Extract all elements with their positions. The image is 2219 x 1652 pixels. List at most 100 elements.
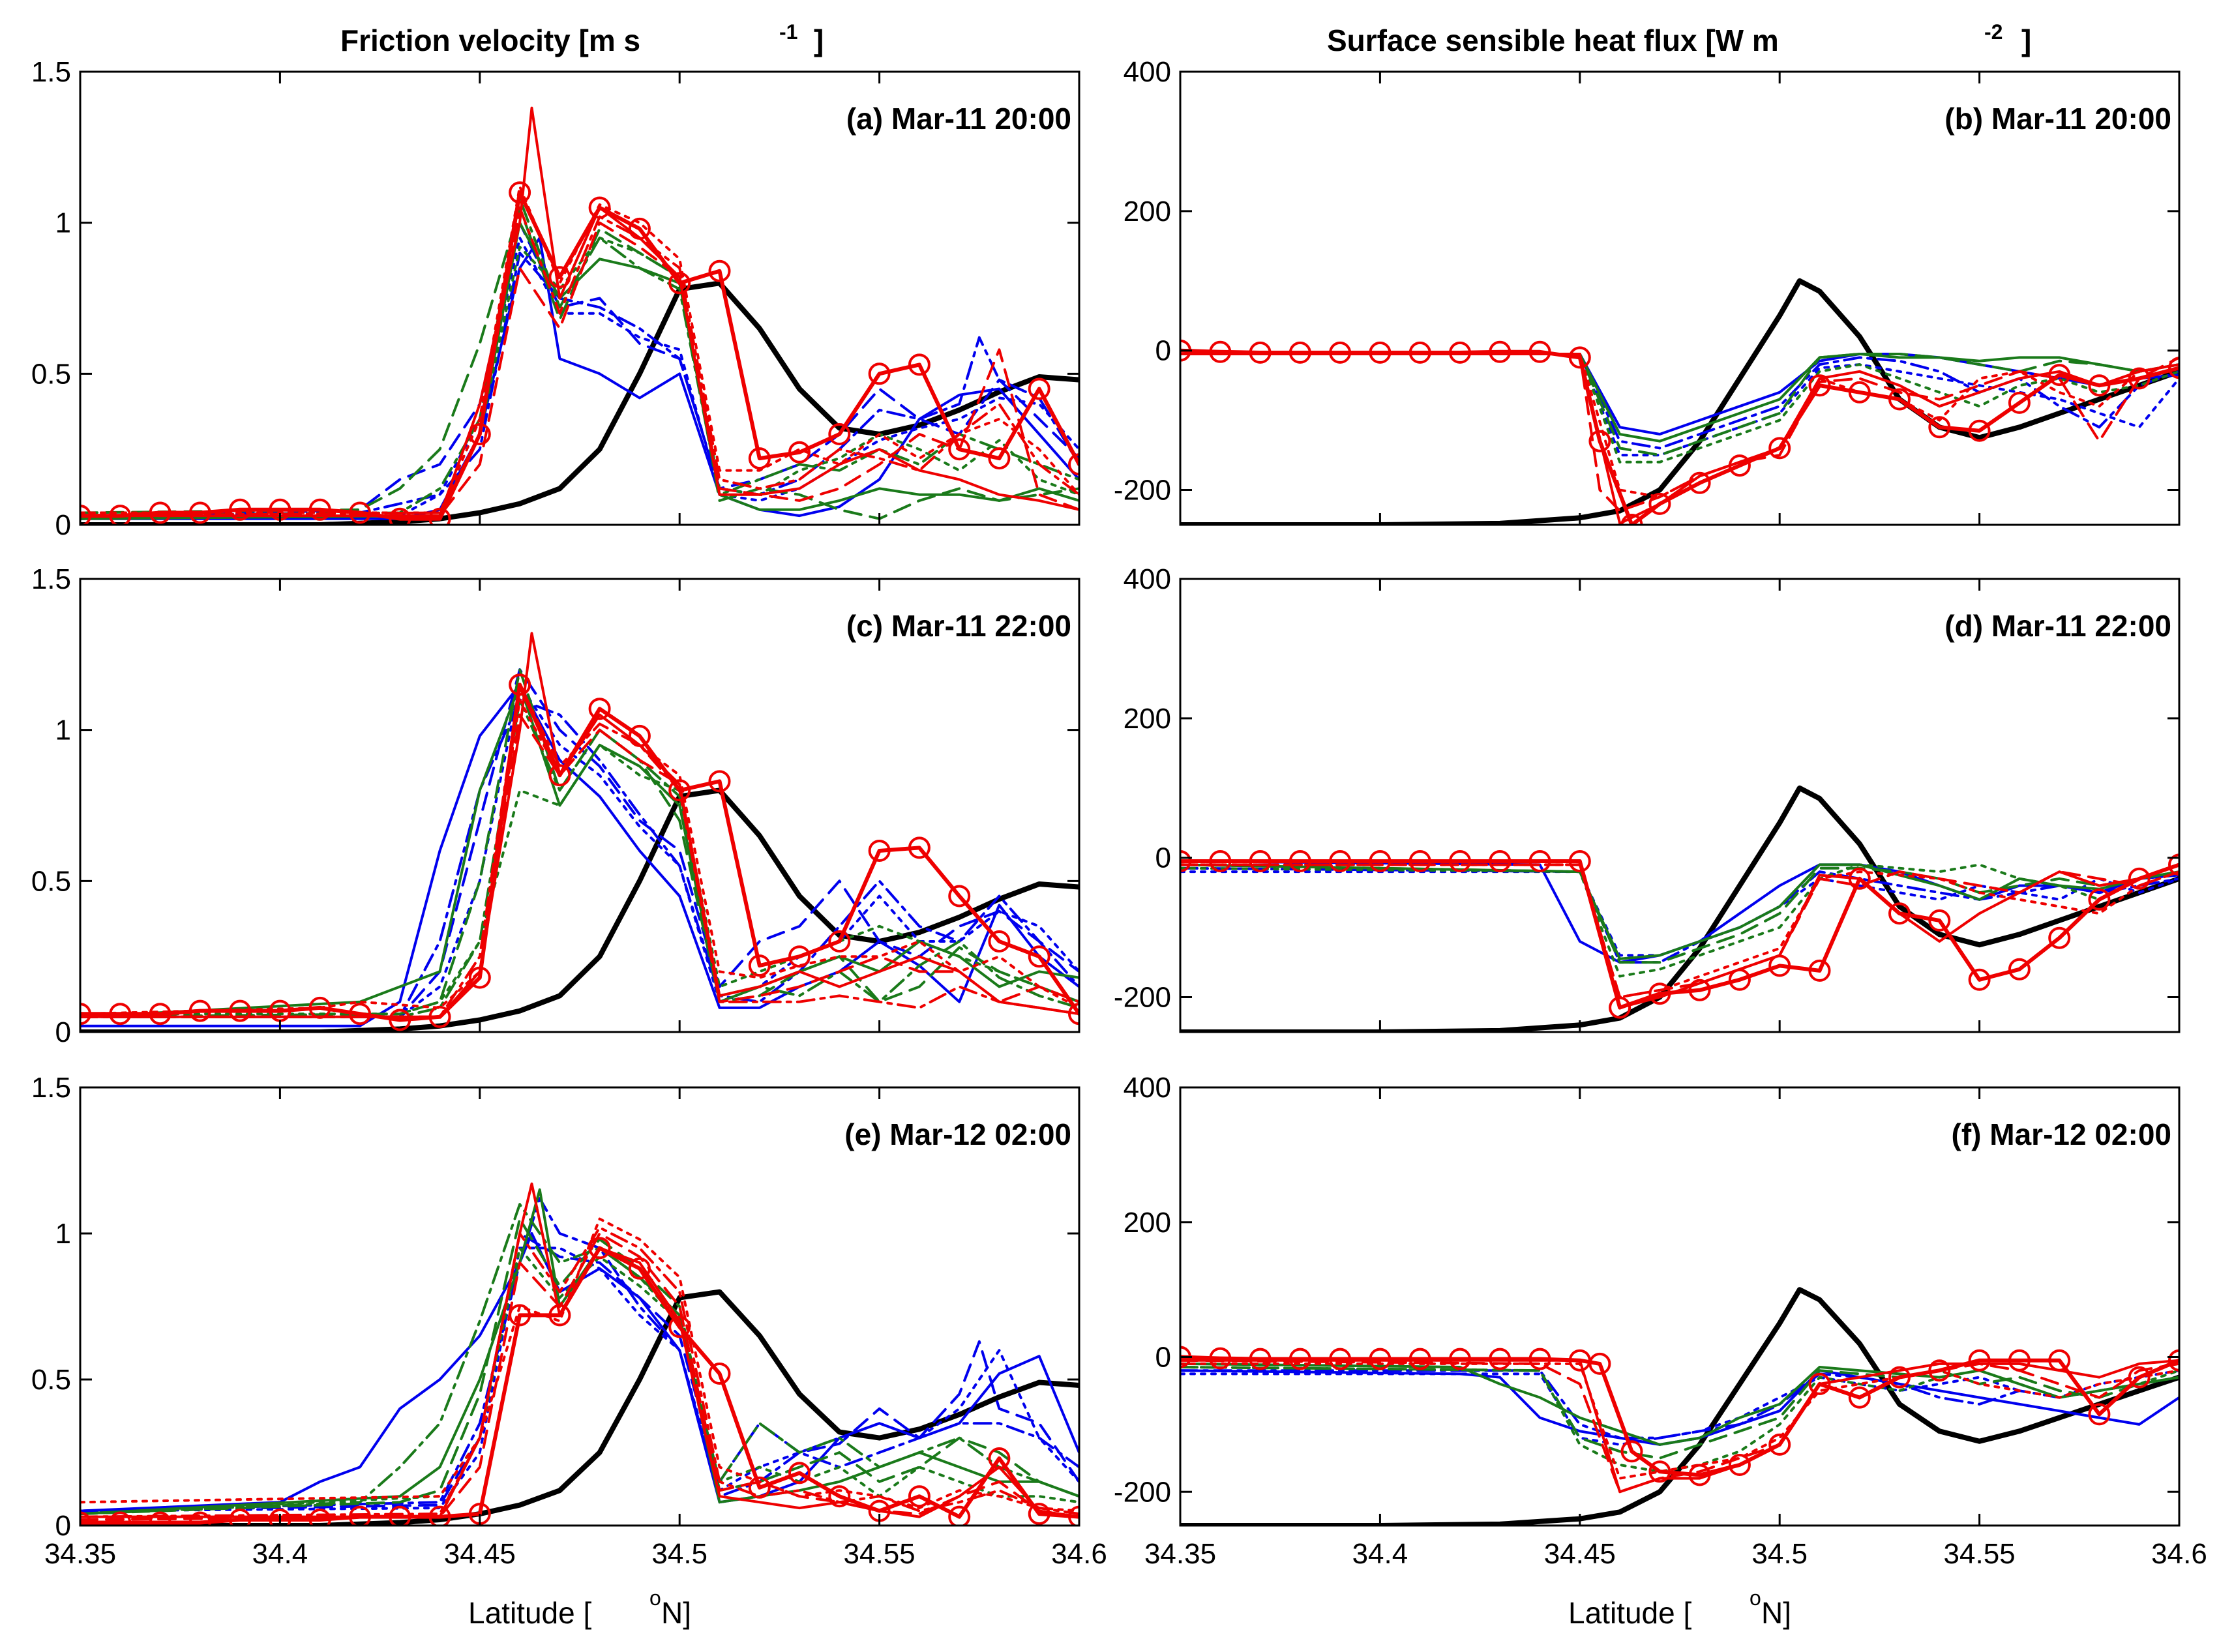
series-line-a-1 [80,236,1079,520]
ytick-label-c-1: 0.5 [31,865,71,897]
marker-a-13-14 [628,217,651,240]
series-line-c-10 [80,713,1079,1018]
ytick-label-e-1: 0.5 [31,1364,71,1396]
marker-d-10-1 [1209,850,1232,872]
marker-f-10-23 [2048,1349,2071,1372]
marker-d-10-15 [1768,954,1791,977]
marker-f-10-17 [1808,1372,1831,1395]
xtick-label-e-4: 34.55 [844,1538,916,1570]
series-line-d-0 [1180,785,2179,1032]
marker-d-10-17 [1848,867,1871,890]
marker-e-13-11 [509,1304,531,1327]
marker-e-13-2 [149,1511,171,1526]
xlabel-left-close: N] [661,1596,691,1630]
marker-a-13-17 [748,447,771,470]
ytick-label-f-3: 400 [1124,1072,1171,1104]
marker-d-10-16 [1808,959,1831,982]
marker-e-13-24 [1028,1503,1050,1526]
marker-f-10-4 [1329,1348,1352,1370]
series-group-e [80,1182,1079,1526]
marker-f-10-15 [1728,1454,1751,1476]
marker-f-10-22 [2008,1349,2031,1372]
series-line-e-3 [80,1232,1079,1512]
ytick-label-a-2: 1 [55,207,71,239]
marker-d-10-19 [1928,909,1951,932]
marker-a-13-3 [188,501,211,524]
marker-c-13-7 [349,1003,371,1025]
marker-d-10-6 [1408,850,1431,872]
panel-label-c: (c) Mar-11 22:00 [846,609,1071,643]
ytick-label-b-3: 400 [1124,56,1171,88]
marker-b-10-8 [1489,340,1512,363]
marker-a-13-20 [868,362,891,385]
marker-b-10-4 [1329,341,1352,364]
panel-d: -200 0 200 400 (d) Mar-11 22:00 [1114,563,2181,1033]
marker-a-13-11 [509,181,531,204]
series-group-a [80,106,1079,525]
ytick-label-e-0: 0 [55,1510,71,1542]
marker-d-10-25 [2168,853,2179,876]
marker-a-13-22 [948,438,971,461]
xlabel-left-main: Latitude [ [468,1596,591,1630]
marker-e-13-9 [428,1505,451,1526]
series-line-d-10 [1180,859,2179,1010]
col-title-right: Surface sensible heat flux [W m -2 ] [1327,20,2031,57]
marker-f-10-26 [2168,1349,2179,1372]
marker-d-10-3 [1288,850,1311,872]
marker-b-10-15 [1728,454,1751,477]
marker-d-10-0 [1180,850,1191,872]
series-line-b-4 [1180,353,2179,443]
marker-b-10-3 [1288,341,1311,364]
marker-b-10-22 [2008,391,2031,414]
marker-d-10-22 [2048,926,2071,949]
marker-c-13-14 [628,724,651,747]
series-line-f-1 [1180,1369,2179,1446]
marker-d-10-9 [1528,850,1551,872]
marker-e-13-6 [308,1509,331,1526]
marker-c-13-4 [229,999,252,1022]
plot-frame-d [1179,578,2181,1033]
col-title-left-close: ] [814,23,824,57]
marker-a-13-4 [229,498,252,521]
ytick-label-a-1: 0.5 [31,358,71,390]
ytick-label-e-2: 1 [55,1218,71,1250]
ytick-label-d-3: 400 [1124,563,1171,595]
marker-b-10-23 [2048,364,2071,387]
marker-e-13-5 [269,1509,291,1526]
marker-c-13-2 [149,1003,171,1025]
xtick-label-e-2: 34.45 [444,1538,516,1570]
marker-f-10-3 [1288,1348,1311,1370]
marker-f-10-2 [1249,1348,1272,1370]
marker-d-10-24 [2128,867,2151,890]
xtick-label-f-2: 34.45 [1544,1538,1616,1570]
marker-f-10-8 [1489,1348,1512,1370]
marker-f-10-19 [1888,1366,1911,1389]
ytick-label-c-0: 0 [55,1016,71,1048]
marker-a-13-15 [668,272,691,295]
plot-area-c [80,579,1079,1032]
ytick-label-c-3: 1.5 [31,563,71,595]
marker-b-10-11 [1588,430,1611,452]
marker-e-13-25 [1068,1505,1079,1526]
series-line-f-2 [1180,1369,2179,1439]
series-line-f-8 [1180,1359,2179,1494]
series-line-e-12 [80,1217,1079,1512]
marker-e-13-17 [748,1476,771,1499]
marker-d-10-5 [1369,850,1392,872]
panel-f: -200 0 200 400 34.35 34.4 34.45 34.5 34.55 34.6 (f… [1114,1072,2207,1570]
marker-a-13-12 [548,266,571,289]
marker-c-13-23 [988,930,1011,952]
col-title-left: Friction velocity [m s -1 ] [340,20,824,57]
marker-b-10-24 [2088,374,2111,397]
marker-c-13-11 [509,673,531,696]
panel-label-f: (f) Mar-12 02:00 [1952,1117,2171,1151]
plot-frame-a [79,70,1080,526]
marker-e-13-18 [788,1462,811,1484]
marker-c-13-1 [109,1003,132,1025]
marker-b-10-26 [2168,357,2179,379]
xlabel-left: Latitude [ o N] [468,1586,691,1630]
marker-f-10-1 [1209,1347,1232,1370]
marker-e-13-7 [349,1505,371,1526]
ytick-label-f-0: -200 [1114,1476,1171,1508]
marker-e-13-23 [988,1447,1011,1469]
